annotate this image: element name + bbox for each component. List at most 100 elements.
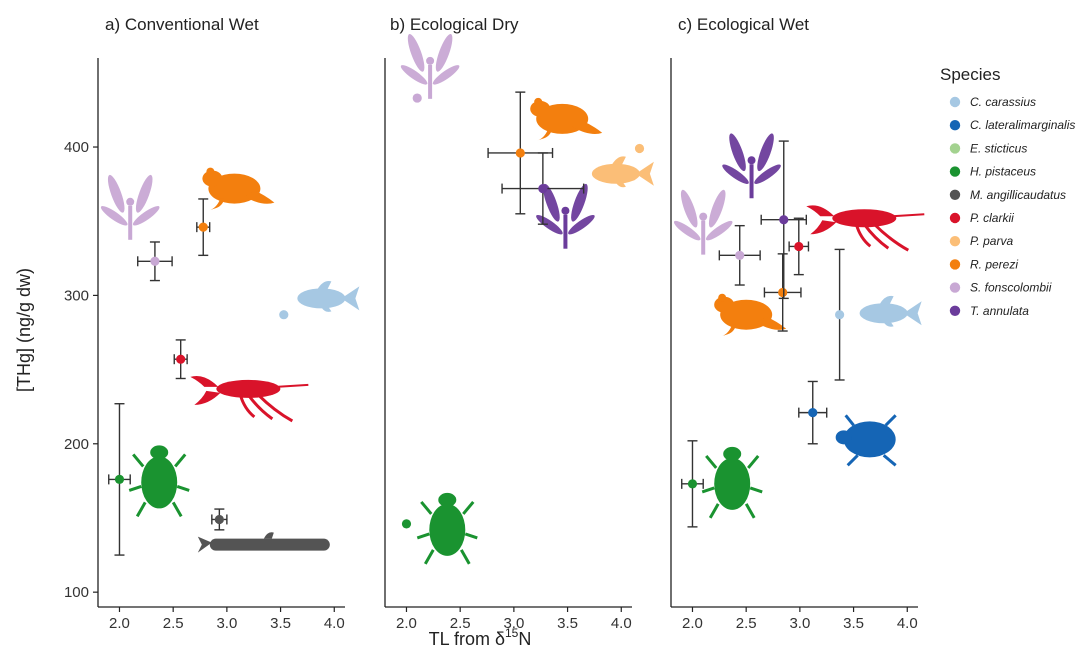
data-point-cl [798, 380, 828, 445]
data-point-hp [401, 519, 412, 529]
panel-title: a) Conventional Wet [105, 15, 259, 34]
x-tick-label: 3.0 [503, 615, 524, 632]
legend-swatch [949, 189, 961, 200]
x-axis-title-prefix: TL from δ [429, 629, 505, 649]
legend-label: M. angillicaudatus [970, 188, 1066, 202]
point-marker [735, 250, 745, 260]
legend-label: P. parva [970, 234, 1013, 248]
point-marker [176, 354, 186, 364]
y-tick-label: 200 [64, 436, 89, 453]
point-marker [412, 93, 422, 103]
shared-y-axis: [THg] (ng/g dw) [14, 268, 34, 392]
legend-label: P. clarkii [970, 211, 1014, 225]
data-point-rp [763, 253, 802, 332]
point-marker [794, 241, 804, 252]
legend-label: S. fonscolombii [970, 281, 1052, 295]
fish-icon [297, 281, 360, 312]
beetle-icon [701, 446, 763, 519]
point-marker [808, 408, 818, 418]
data-point-ma [211, 508, 228, 531]
legend-label: C. lateralimarginalis [970, 118, 1075, 132]
data-point-cc [834, 248, 845, 381]
panel-title: c) Ecological Wet [678, 15, 809, 34]
point-marker [401, 519, 412, 529]
legend-item: T. annulata [949, 304, 1029, 318]
point-marker [114, 474, 125, 484]
crayfish-icon [806, 205, 925, 252]
data-point-sf [412, 93, 422, 103]
legend-items: C. carassius C. lateralimarginalis E. stic… [949, 95, 1075, 318]
legend-swatch [949, 259, 961, 270]
point-marker [778, 287, 788, 298]
data-point-pc [788, 217, 810, 276]
dragonfly-icon [100, 174, 160, 240]
x-tick-label: 4.0 [897, 615, 918, 632]
legend-title: Species [940, 65, 1000, 84]
y-tick-label: 400 [64, 139, 89, 156]
legend-label: H. pistaceus [970, 165, 1036, 179]
legend-swatch [949, 96, 961, 108]
x-tick-label: 2.5 [736, 615, 757, 632]
point-marker [214, 514, 224, 525]
legend-item: C. lateralimarginalis [949, 118, 1075, 132]
x-axis-title: TL from δ15N [429, 626, 532, 649]
frog-icon [202, 167, 275, 211]
x-axis-title-sup: 15 [505, 626, 519, 640]
legend-swatch [949, 143, 961, 154]
beetle-icon [416, 492, 478, 565]
point-marker [198, 222, 208, 232]
point-marker [779, 215, 789, 225]
x-tick-label: 2.5 [450, 615, 471, 632]
legend-swatch [949, 120, 961, 131]
y-axis-title: [THg] (ng/g dw) [14, 268, 34, 392]
point-marker [687, 479, 698, 489]
diving-beetle-icon [835, 414, 897, 467]
data-point-rp [196, 198, 211, 257]
point-marker [515, 148, 525, 158]
x-tick-label: 3.0 [216, 615, 237, 632]
panels: a) Conventional Wet 2.0 2.5 3.0 3.5 4.0 100 200… [64, 15, 925, 632]
y-tick-label: 300 [64, 287, 89, 304]
y-tick-label: 100 [64, 584, 89, 601]
legend-swatch [949, 212, 961, 224]
legend-label: R. perezi [970, 257, 1018, 271]
x-tick-label: 2.0 [396, 615, 417, 632]
point-marker [634, 143, 645, 154]
data-point-hp [108, 403, 131, 556]
data-point-rp [487, 91, 554, 215]
beetle-icon [128, 445, 190, 518]
point-marker [835, 310, 845, 320]
data-point-ta [760, 140, 808, 300]
fish-icon [859, 295, 922, 327]
data-point-cc [279, 310, 289, 320]
point-marker [279, 310, 289, 320]
legend-item: P. parva [949, 234, 1013, 248]
panel-3: c) Ecological Wet 2.0 2.5 3.0 3.5 4.0 [670, 15, 925, 632]
data-point-hp [681, 440, 704, 528]
legend-swatch [949, 282, 961, 293]
panel-2: b) Ecological Dry 2.0 2.5 3.0 3.5 4.0 [384, 15, 654, 632]
fish-icon [591, 156, 654, 188]
point-marker [538, 183, 548, 194]
legend-item: R. perezi [949, 257, 1018, 271]
legend-item: C. carassius [949, 95, 1036, 109]
legend-item: H. pistaceus [949, 165, 1036, 179]
data-point-sf [718, 224, 761, 286]
data-point-pp [634, 143, 645, 154]
legend-label: C. carassius [970, 95, 1036, 109]
x-axis-title-group: TL from δ15N [429, 626, 532, 649]
dragonfly-icon [673, 189, 733, 255]
loach-icon [197, 532, 330, 553]
legend-item: P. clarkii [949, 211, 1014, 225]
x-tick-label: 3.5 [557, 615, 578, 632]
x-tick-label: 3.5 [843, 615, 864, 632]
data-point-sf [137, 241, 173, 282]
frog-icon [530, 97, 603, 141]
x-tick-label: 3.0 [789, 615, 810, 632]
legend-label: E. sticticus [970, 141, 1027, 155]
legend-item: M. angillicaudatus [949, 188, 1066, 202]
dragonfly-icon [400, 33, 460, 99]
x-tick-label: 2.0 [109, 615, 130, 632]
legend-swatch [949, 305, 961, 316]
